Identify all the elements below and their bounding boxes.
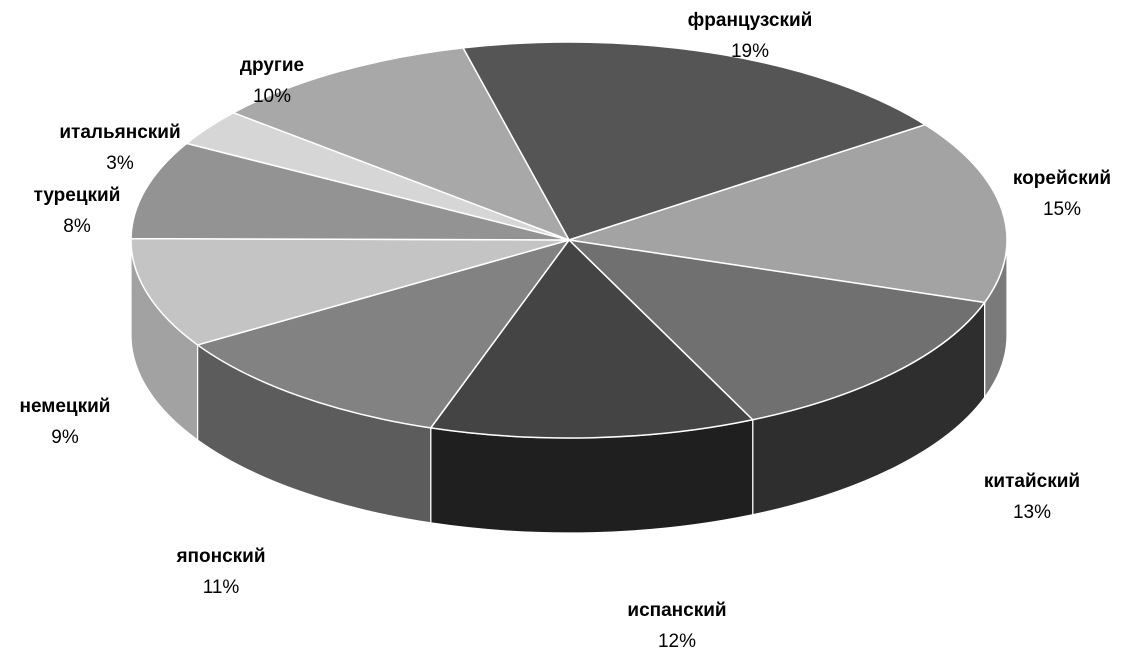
slice-3	[429, 239, 754, 439]
slice-5	[130, 237, 570, 346]
slice-2	[568, 239, 986, 421]
slice-label-5: немецкий	[20, 396, 111, 417]
slice-label-3: испанский	[627, 600, 726, 621]
slice-value-3: 12%	[658, 631, 696, 652]
slice-label-4: японский	[175, 546, 265, 567]
slice-value-5: 9%	[51, 427, 79, 448]
slice-value-8: 10%	[253, 86, 291, 107]
slice-label-2: китайский	[984, 471, 1080, 492]
slice-label-8: другие	[240, 55, 304, 76]
slice-4	[196, 239, 570, 429]
slice-label-7: итальянский	[59, 122, 180, 143]
pie-labels: французский 19% корейский 15% китайский 13% ис…	[20, 10, 1112, 652]
slice-1	[568, 123, 1008, 304]
slice-label-6: турецкий	[34, 185, 121, 206]
slice-value-2: 13%	[1013, 502, 1051, 523]
slice-label-1: корейский	[1013, 168, 1111, 189]
pie-sides	[130, 239, 1008, 534]
slice-0	[462, 41, 926, 241]
slice-value-4: 11%	[203, 577, 240, 598]
slice-label-0: французский	[688, 10, 813, 31]
slice-8	[232, 47, 570, 241]
slice-6	[130, 142, 570, 241]
pie-slices	[130, 41, 1008, 439]
slice-value-0: 19%	[731, 41, 769, 62]
slice-value-7: 3%	[106, 153, 134, 174]
slice-value-1: 15%	[1043, 199, 1081, 220]
slice-value-6: 8%	[63, 216, 91, 237]
